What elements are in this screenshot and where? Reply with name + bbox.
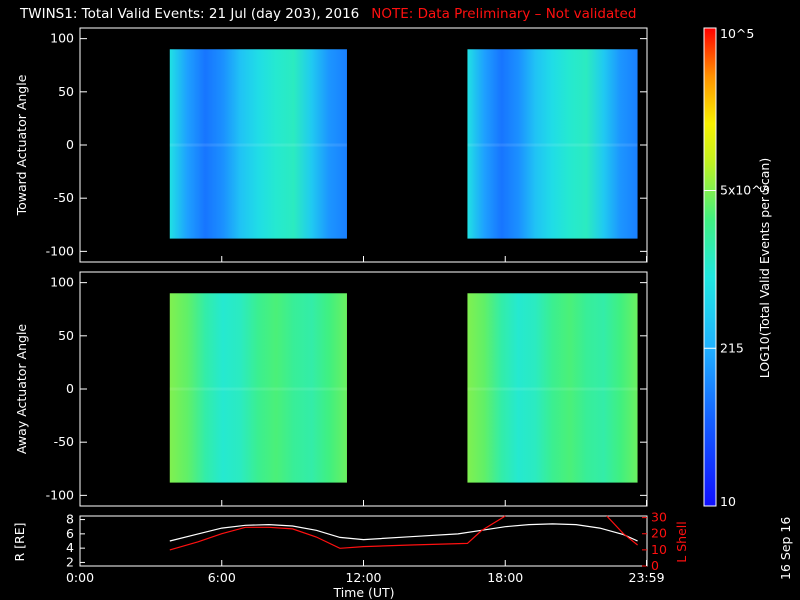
x-tick-label: 18:00 [487, 570, 523, 585]
colorbar: 10 215 5x10^3 10^5 LOG10(Total Valid Events… [703, 26, 772, 509]
toward-coverage-block-1 [169, 49, 347, 239]
chart-title: TWINS1: Total Valid Events: 21 Jul (day … [20, 6, 636, 22]
away-coverage-block-2 [467, 293, 638, 483]
x-tick-label: 6:00 [208, 570, 236, 585]
toward-zero-stripe-2 [467, 143, 638, 147]
x-tick-label: 0:00 [66, 570, 94, 585]
y-tick-label: 100 [50, 275, 74, 290]
y-tick-label: -100 [46, 487, 74, 502]
colorbar-tick-label: 10^5 [720, 26, 754, 41]
date-stamp: 16 Sep 16 [778, 517, 793, 580]
colorbar-scale [703, 27, 717, 507]
orbit-frame [79, 515, 648, 567]
colorbar-tick-label: 10 [720, 494, 736, 509]
r-tick-label: 2 [66, 554, 74, 569]
x-tick-label: 12:00 [345, 570, 381, 585]
away-zero-stripe-2 [467, 387, 638, 391]
away-panel: 100 50 0 -50 -100 Away Actuator Angle [14, 271, 648, 507]
r-tick-label: 6 [66, 526, 74, 541]
y-tick-label: 0 [66, 137, 74, 152]
away-coverage-block-1 [169, 293, 347, 483]
l-shell-tick-label: 20 [651, 526, 667, 541]
orbit-ylabel-right: L Shell [674, 521, 689, 562]
l-shell-tick-label: 0 [651, 558, 659, 573]
x-axis-label: Time (UT) [332, 585, 394, 600]
toward-zero-stripe-1 [169, 143, 347, 147]
y-tick-label: -100 [46, 243, 74, 258]
r-tick-label: 8 [66, 512, 74, 527]
toward-panel: 100 50 0 -50 -100 Toward Actuator Angle [14, 27, 648, 263]
title-text: TWINS1: Total Valid Events: 21 Jul (day … [20, 6, 360, 22]
l-shell-line [169, 515, 506, 551]
y-tick-label: 100 [50, 31, 74, 46]
l-shell-tick-label: 30 [651, 510, 667, 525]
r-tick-label: 4 [66, 540, 74, 555]
y-tick-label: -50 [54, 434, 74, 449]
x-tick-label: 23:59 [629, 570, 665, 585]
colorbar-tick-label: 5x10^3 [720, 183, 770, 198]
r-distance-line [169, 523, 638, 542]
orbit-ylabel-left: R [RE] [12, 523, 27, 562]
away-ylabel: Away Actuator Angle [14, 324, 29, 455]
toward-coverage-block-2 [467, 49, 638, 239]
y-tick-label: 50 [58, 328, 74, 343]
away-zero-stripe-1 [169, 387, 347, 391]
l-shell-line [606, 515, 638, 546]
toward-ylabel: Toward Actuator Angle [14, 74, 29, 216]
preliminary-note: NOTE: Data Preliminary – Not validated [371, 6, 637, 22]
y-tick-label: 50 [58, 84, 74, 99]
y-tick-label: 0 [66, 381, 74, 396]
y-tick-label: -50 [54, 190, 74, 205]
colorbar-tick-label: 215 [720, 340, 744, 355]
l-shell-tick-label: 10 [651, 542, 667, 557]
colorbar-label: LOG10(Total Valid Events per Scan) [757, 158, 772, 378]
